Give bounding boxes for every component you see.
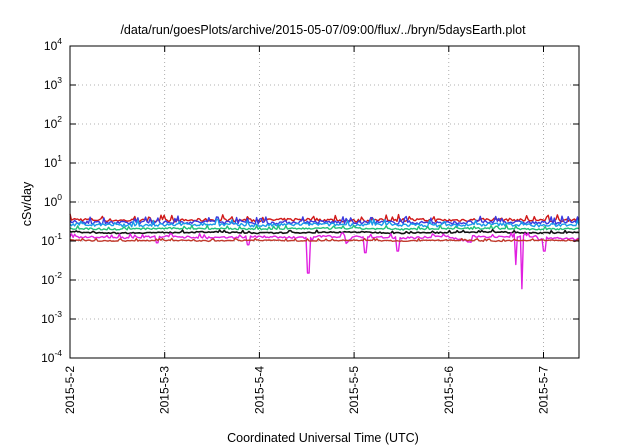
y-tick-label: 10-2: [41, 270, 62, 287]
series-line-3: [69, 218, 580, 228]
series-line-5: [69, 228, 580, 235]
y-tick-label: 10-4: [41, 348, 62, 365]
series-line-1: [69, 213, 580, 223]
y-axis-ticks: 10-4 10-3 10-2 10-1 100 101 102 103 104: [41, 36, 579, 365]
y-tick-label: 102: [44, 114, 62, 131]
y-axis-label: cSv/day: [20, 181, 34, 226]
y-tick-label: 101: [44, 153, 62, 170]
y-tick-label: 100: [44, 192, 62, 209]
series-line-2: [69, 215, 580, 226]
y-tick-label: 103: [44, 75, 62, 92]
x-axis-ticks: 2015-5-2 2015-5-3 2015-5-4 2015-5-5 2015-5-6…: [63, 46, 550, 414]
chart-title: /data/run/goesPlots/archive/2015-05-07/0…: [120, 23, 526, 37]
series-line-6: [69, 232, 579, 290]
x-tick-label: 2015-5-5: [347, 366, 361, 414]
x-tick-label: 2015-5-3: [158, 366, 172, 414]
y-tick-label: 10-3: [41, 309, 62, 326]
x-tick-label: 2015-5-4: [252, 366, 266, 414]
x-tick-label: 2015-5-2: [63, 366, 77, 414]
x-tick-label: 2015-5-7: [536, 366, 550, 414]
y-tick-label: 104: [44, 36, 62, 53]
series-line-7: [69, 237, 580, 243]
x-tick-label: 2015-5-6: [442, 366, 456, 414]
x-axis-label: Coordinated Universal Time (UTC): [227, 431, 419, 445]
y-tick-label: 10-1: [41, 231, 62, 248]
series-layer: [69, 213, 580, 290]
grid-lines: [70, 46, 579, 358]
series-line-4: [69, 224, 580, 231]
